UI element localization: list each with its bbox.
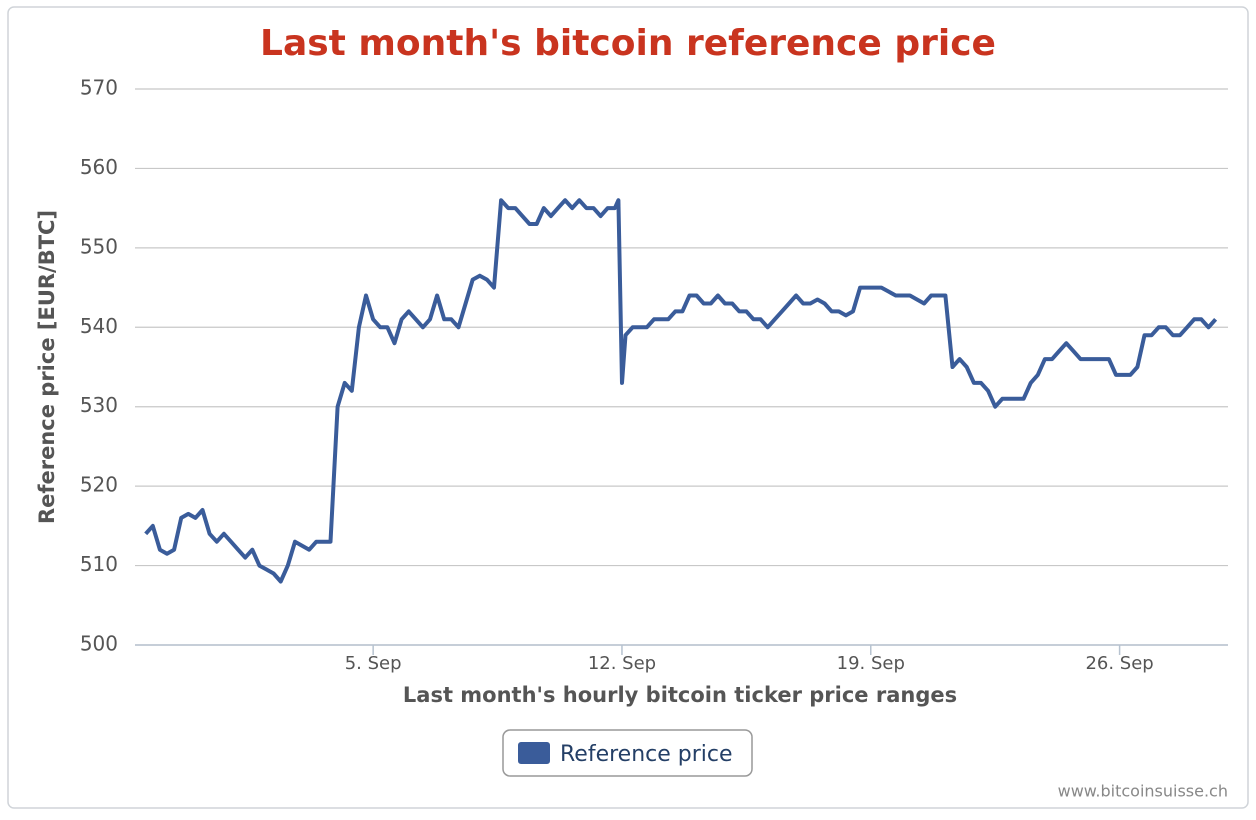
legend-swatch bbox=[518, 742, 550, 764]
y-tick-label: 550 bbox=[80, 234, 118, 258]
credit: www.bitcoinsuisse.ch bbox=[1058, 782, 1228, 801]
legend-box bbox=[502, 729, 753, 777]
x-tick-label: 19. Sep bbox=[837, 653, 905, 674]
y-tick-label: 530 bbox=[80, 393, 118, 417]
y-tick-label: 510 bbox=[80, 552, 118, 576]
legend-label: Reference price bbox=[560, 742, 733, 767]
y-tick-label: 560 bbox=[80, 155, 118, 179]
price-line bbox=[144, 198, 1218, 584]
x-tick-label: 12. Sep bbox=[588, 653, 656, 674]
y-axis-title: Reference price [EUR/BTC] bbox=[35, 210, 59, 524]
x-tick-label: 26. Sep bbox=[1085, 653, 1153, 674]
y-tick-label: 540 bbox=[80, 314, 118, 338]
chart-title: Last month's bitcoin reference price bbox=[260, 23, 996, 64]
chart-frame bbox=[7, 6, 1249, 809]
y-tick-label: 520 bbox=[80, 473, 118, 497]
x-axis-title: Last month's hourly bitcoin ticker price… bbox=[403, 683, 957, 707]
x-tick-label: 5. Sep bbox=[345, 653, 402, 674]
y-tick-label: 570 bbox=[80, 76, 118, 100]
y-tick-label: 500 bbox=[80, 632, 118, 656]
